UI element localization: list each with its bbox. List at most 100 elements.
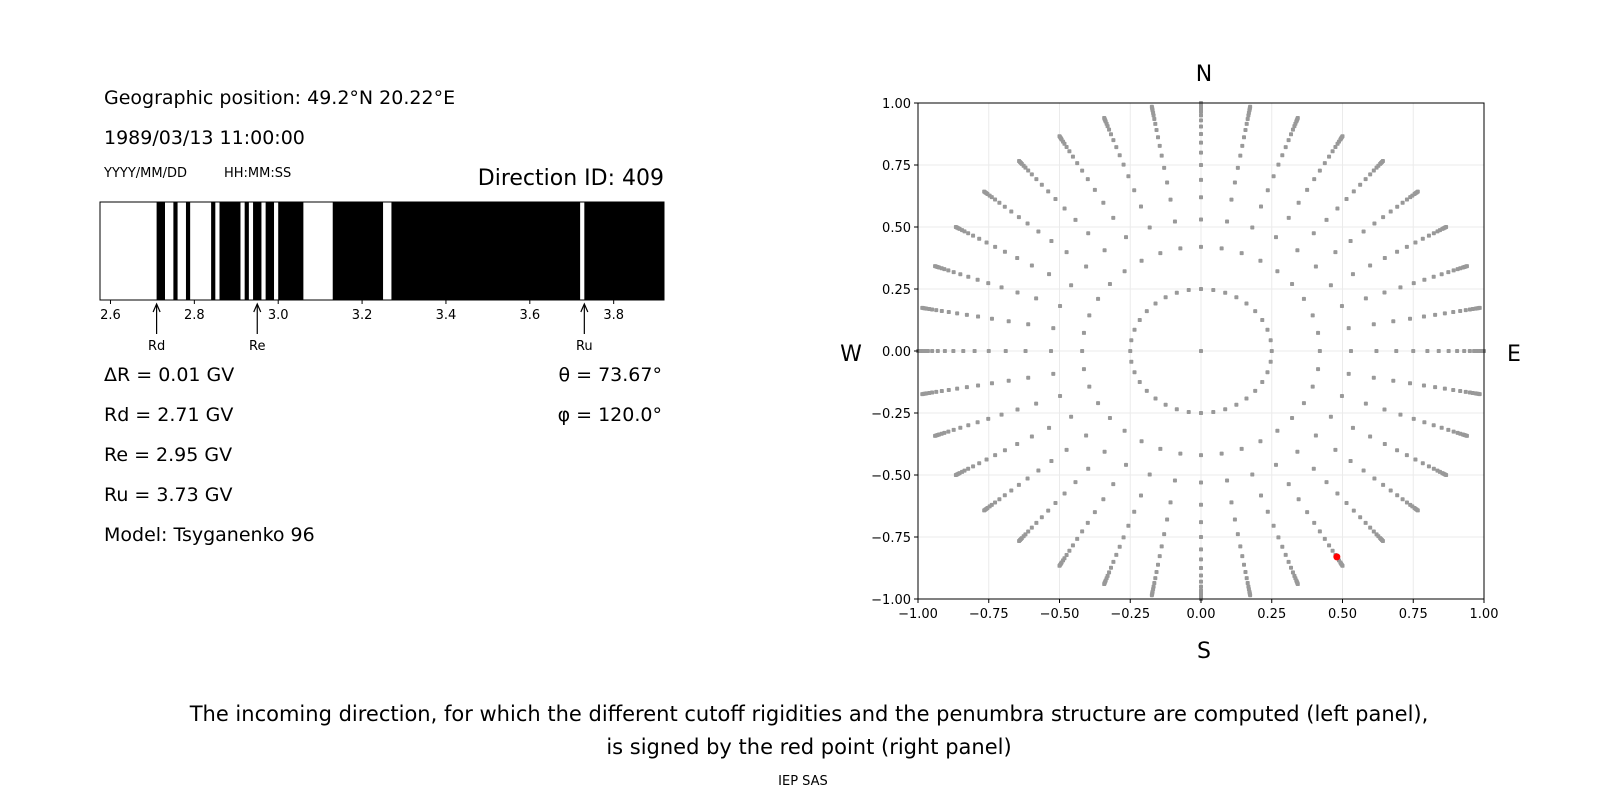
direction-point — [1156, 135, 1161, 140]
y-tick-label: 0.25 — [882, 283, 911, 298]
direction-point — [1064, 144, 1069, 149]
compass-east: E — [1507, 342, 1521, 367]
direction-point — [1280, 153, 1285, 158]
direction-point — [1316, 330, 1321, 335]
direction-point — [1015, 407, 1020, 412]
x-tick-label: 3.4 — [436, 308, 457, 323]
direction-point — [1363, 296, 1368, 301]
annotation-label-re: Re — [249, 339, 265, 354]
direction-point — [1311, 466, 1316, 471]
x-tick-label: −0.50 — [1040, 607, 1080, 622]
direction-point — [1075, 536, 1080, 541]
direction-point — [1158, 446, 1163, 451]
direction-point — [1431, 274, 1436, 279]
direction-point — [1286, 138, 1291, 143]
direction-point — [1225, 478, 1230, 483]
direction-point — [1275, 428, 1280, 433]
direction-point — [993, 500, 998, 505]
direction-point — [1132, 188, 1137, 193]
direction-point — [1086, 466, 1091, 471]
direction-point — [1295, 248, 1300, 253]
direction-point — [1067, 548, 1072, 553]
forbidden-band — [211, 202, 216, 300]
direction-point — [1069, 283, 1074, 288]
direction-point — [1348, 458, 1353, 463]
direction-point — [999, 285, 1004, 290]
direction-point — [1026, 322, 1031, 327]
direction-point — [1324, 217, 1329, 222]
x-tick-label: 1.00 — [1470, 607, 1499, 622]
direction-point — [1286, 482, 1291, 487]
direction-point — [1064, 553, 1069, 558]
direction-point — [1344, 197, 1349, 202]
direction-point — [939, 389, 944, 394]
direction-point — [1348, 349, 1353, 353]
x-tick-label: 2.8 — [184, 308, 205, 323]
direction-point — [1039, 515, 1044, 520]
direction-point — [1186, 410, 1191, 415]
direction-point — [1340, 563, 1345, 568]
direction-point — [1107, 282, 1112, 287]
direction-point — [1081, 367, 1086, 372]
direction-point — [1239, 446, 1244, 451]
model: Model: Tsyganenko 96 — [104, 524, 315, 546]
direction-point — [966, 466, 971, 471]
direction-point — [1290, 127, 1295, 132]
direction-point — [1080, 168, 1085, 173]
direction-point — [1239, 251, 1244, 256]
direction-point — [1152, 581, 1157, 586]
direction-point — [1034, 520, 1039, 525]
direction-point — [1053, 500, 1058, 505]
direction-point — [1259, 493, 1264, 498]
direction-point — [1080, 349, 1085, 353]
direction-point — [975, 420, 980, 425]
direction-point — [1111, 138, 1116, 143]
forbidden-band — [584, 202, 664, 300]
direction-point — [1381, 482, 1386, 487]
direction-point — [1015, 290, 1020, 295]
direction-point — [1340, 134, 1345, 139]
direction-point — [1380, 538, 1385, 543]
direction-point — [1107, 415, 1112, 420]
direction-point — [1129, 359, 1134, 364]
direction-point — [975, 277, 980, 282]
direction-point — [1439, 425, 1444, 430]
direction-point — [1275, 269, 1280, 274]
direction-point — [1199, 140, 1203, 145]
direction-point — [1137, 380, 1142, 384]
direction-point — [1477, 392, 1482, 397]
direction-point — [1153, 301, 1158, 306]
direction-point — [1017, 538, 1022, 543]
direction-point — [1358, 515, 1363, 520]
direction-point — [1232, 517, 1237, 522]
direction-point — [934, 308, 939, 313]
direction-point — [1446, 349, 1451, 353]
direction-point — [1265, 327, 1270, 332]
direction-point — [1144, 309, 1149, 314]
direction-point — [1153, 576, 1158, 581]
direction-point — [1339, 393, 1344, 398]
direction-point — [1070, 543, 1075, 548]
direction-point — [1058, 393, 1063, 398]
direction-point — [1248, 104, 1253, 109]
direction-point — [1415, 508, 1420, 513]
direction-point — [1064, 447, 1069, 452]
direction-point — [1092, 510, 1097, 515]
direction-point — [1348, 239, 1353, 244]
direction-point — [1408, 381, 1413, 386]
direction-point — [1232, 180, 1237, 185]
direction-point — [1199, 287, 1203, 291]
direction-point — [1057, 134, 1062, 139]
direction-point — [1260, 380, 1265, 384]
direction-point — [1464, 264, 1469, 269]
direction-point — [920, 305, 925, 310]
direction-point — [1271, 523, 1276, 528]
direction-point — [1049, 458, 1054, 463]
direction-point — [1382, 290, 1387, 295]
direction-point — [1271, 174, 1276, 179]
rd-value: Rd = 2.71 GV — [104, 404, 233, 426]
direction-id: Direction ID: 409 — [478, 166, 664, 191]
arrow-head — [152, 302, 161, 313]
direction-point — [1268, 359, 1273, 364]
direction-point — [1395, 204, 1400, 209]
